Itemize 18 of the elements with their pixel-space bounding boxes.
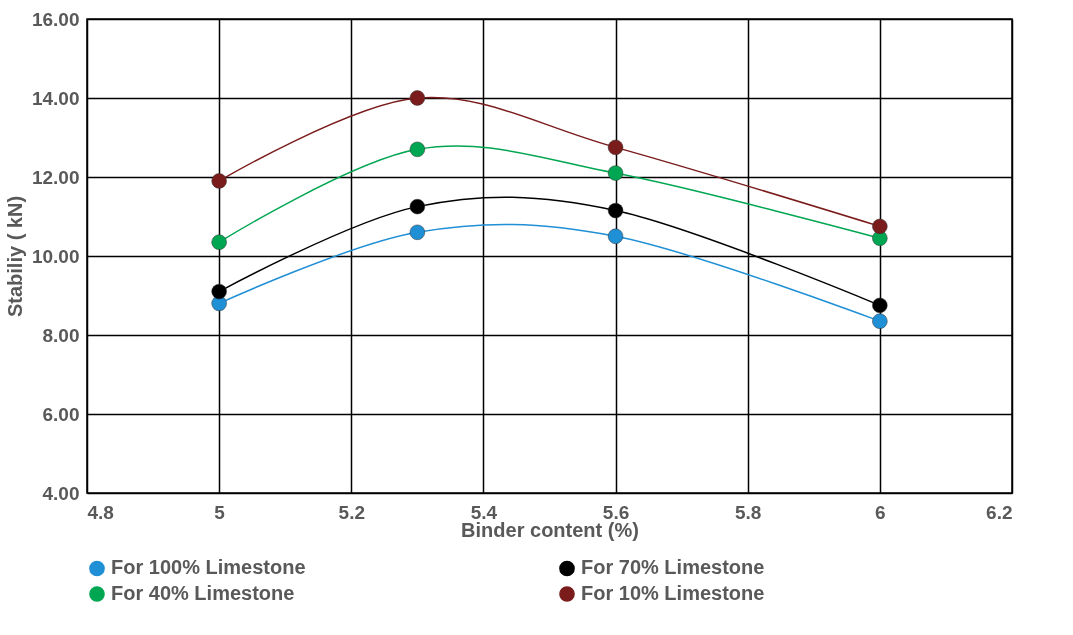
y-tick-label: 8.00 — [42, 324, 80, 346]
legend-label: For 70% Limestone — [581, 556, 765, 579]
x-tick-label: 5.8 — [735, 501, 762, 523]
y-tick-label: 4.00 — [42, 482, 80, 504]
y-tick-label: 10.00 — [31, 245, 80, 267]
x-tick-label: 5.2 — [338, 501, 365, 523]
legend-label: For 100% Limestone — [111, 556, 306, 579]
x-tick-label: 4.8 — [87, 501, 114, 523]
y-axis-title: Stabiliy ( kN) — [3, 195, 26, 318]
x-tick-label: 5 — [214, 501, 226, 523]
x-tick-label: 6 — [875, 501, 886, 523]
y-tick-label: 12.00 — [31, 166, 80, 188]
y-tick-label: 16.00 — [31, 8, 80, 30]
y-tick-label: 6.00 — [42, 403, 80, 425]
x-tick-label: 6.2 — [986, 501, 1013, 523]
legend-label: For 10% Limestone — [581, 582, 765, 604]
legend-label: For 40% Limestone — [111, 582, 295, 604]
y-tick-label: 14.00 — [31, 87, 80, 109]
